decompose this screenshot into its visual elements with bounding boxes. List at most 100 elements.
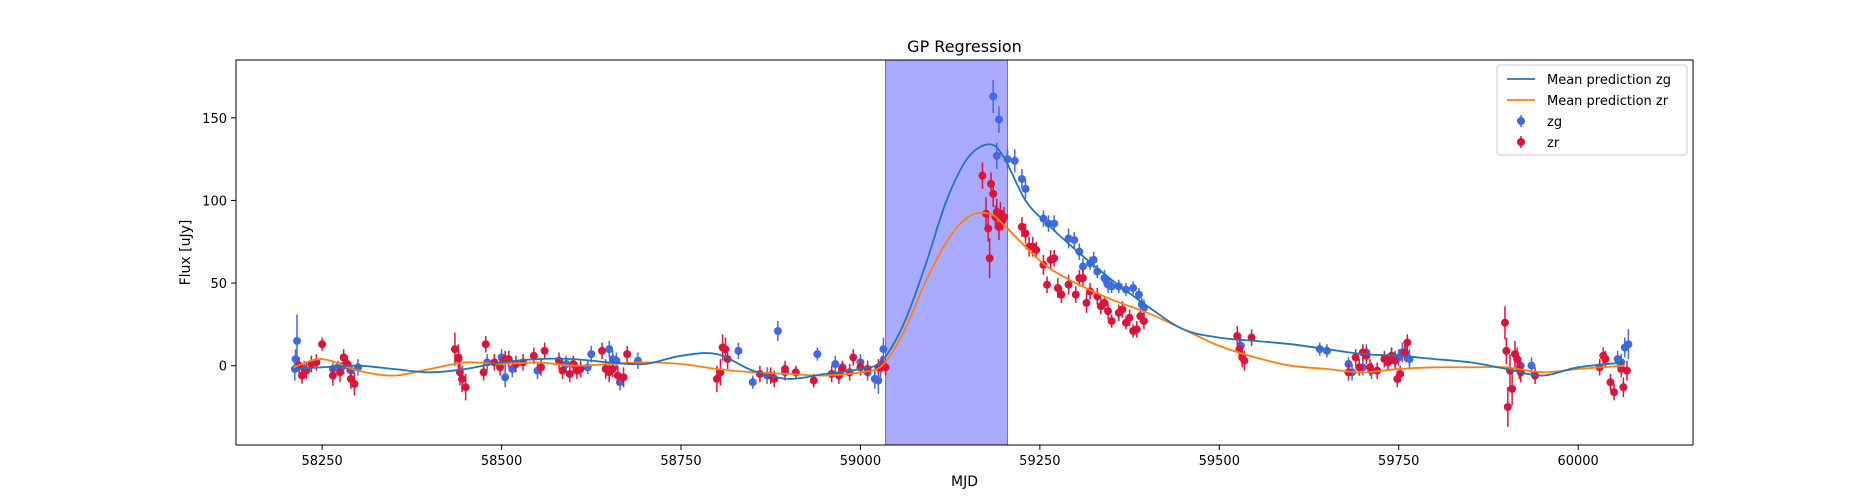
point-zg — [994, 115, 1003, 124]
point-zr — [849, 353, 858, 362]
point-zr — [1403, 338, 1412, 347]
legend-swatch-marker-zg — [1517, 117, 1525, 125]
point-zr — [989, 189, 998, 198]
x-tick-label: 59500 — [1199, 454, 1240, 469]
point-zr — [1400, 348, 1409, 357]
point-zr — [1043, 280, 1052, 289]
y-tick-label: 100 — [202, 194, 227, 209]
point-zr — [1125, 313, 1134, 322]
point-zr — [529, 351, 538, 360]
legend: Mean prediction zg Mean prediction zr zg zr — [1496, 64, 1688, 156]
point-zr — [1366, 363, 1375, 372]
legend-box — [1496, 64, 1688, 156]
point-zg — [1624, 340, 1633, 349]
point-zg — [501, 373, 510, 382]
point-zr — [598, 346, 607, 355]
point-zr — [318, 340, 327, 349]
legend-label: zg — [1547, 115, 1562, 130]
point-zr — [619, 373, 628, 382]
point-zg — [831, 360, 840, 369]
point-zg — [1050, 219, 1059, 228]
point-zr — [1500, 318, 1509, 327]
y-tick-label: 150 — [202, 112, 227, 127]
point-zr — [1391, 356, 1400, 365]
point-zr — [623, 350, 632, 359]
point-zr — [1118, 305, 1127, 314]
point-zg — [1527, 361, 1536, 370]
point-zg — [1039, 214, 1048, 223]
point-zr — [1139, 317, 1148, 326]
point-zr — [984, 224, 993, 233]
point-zg — [1089, 255, 1098, 264]
point-zg — [587, 350, 596, 359]
point-zr — [999, 212, 1008, 221]
point-zr — [1057, 290, 1066, 299]
shaded-region — [885, 60, 1009, 445]
chart-title: GP Regression — [907, 37, 1022, 56]
point-zg — [1021, 184, 1030, 193]
point-zr — [1383, 358, 1392, 367]
point-zr — [565, 369, 574, 378]
point-zr — [537, 363, 546, 372]
point-zr — [1508, 384, 1517, 393]
point-zg — [1107, 282, 1116, 291]
point-zr — [712, 374, 721, 383]
mean-prediction-zg-line — [293, 143, 1625, 380]
point-zr — [328, 371, 337, 380]
point-zg — [989, 92, 998, 101]
point-zr — [1362, 351, 1371, 360]
point-zr — [978, 171, 987, 180]
series-zr — [295, 162, 1631, 427]
point-zr — [450, 345, 459, 354]
point-zr — [1100, 298, 1109, 307]
x-tick-label: 59750 — [1378, 454, 1419, 469]
point-zr — [1050, 254, 1059, 263]
point-zg — [748, 378, 757, 387]
point-zg — [773, 326, 782, 335]
axes-frame — [235, 59, 1694, 446]
point-zr — [1502, 346, 1511, 355]
point-zr — [1104, 307, 1113, 316]
x-tick-label: 58750 — [660, 454, 701, 469]
y-axis-label: Flux [uJy] — [178, 220, 194, 286]
point-zr — [458, 374, 467, 383]
point-zr — [1610, 388, 1619, 397]
point-zr — [781, 364, 790, 373]
point-zr — [1601, 355, 1610, 364]
point-zr — [481, 340, 490, 349]
point-zg — [605, 345, 614, 354]
point-zr — [809, 376, 818, 385]
point-zg — [1134, 290, 1143, 299]
point-zr — [1355, 363, 1364, 372]
point-zg — [813, 350, 822, 359]
point-zg — [879, 345, 888, 354]
point-zr — [1233, 331, 1242, 340]
point-zr — [1619, 383, 1628, 392]
point-zg — [1044, 219, 1053, 228]
legend-swatch-marker-zr — [1517, 138, 1525, 146]
x-axis-label: MJD — [951, 474, 978, 490]
point-zg — [1075, 247, 1084, 256]
x-tick-label: 59250 — [1019, 454, 1060, 469]
point-zg — [1129, 284, 1138, 293]
point-zr — [1132, 325, 1141, 334]
point-zr — [1235, 345, 1244, 354]
point-zg — [1017, 174, 1026, 183]
y-tick-label: 50 — [210, 277, 227, 292]
legend-label: Mean prediction zr — [1547, 94, 1669, 109]
point-zr — [350, 379, 359, 388]
point-zr — [1622, 366, 1631, 375]
point-zr — [1078, 274, 1087, 283]
point-zr — [336, 368, 345, 377]
y-tick-label: 0 — [219, 360, 227, 375]
point-zr — [608, 364, 617, 373]
x-tick-label: 59000 — [840, 454, 881, 469]
point-zg — [1078, 262, 1087, 271]
point-zr — [1606, 378, 1615, 387]
point-zr — [576, 364, 585, 373]
point-zr — [1396, 369, 1405, 378]
point-zr — [496, 363, 505, 372]
point-zr — [1351, 353, 1360, 362]
point-zr — [1064, 280, 1073, 289]
